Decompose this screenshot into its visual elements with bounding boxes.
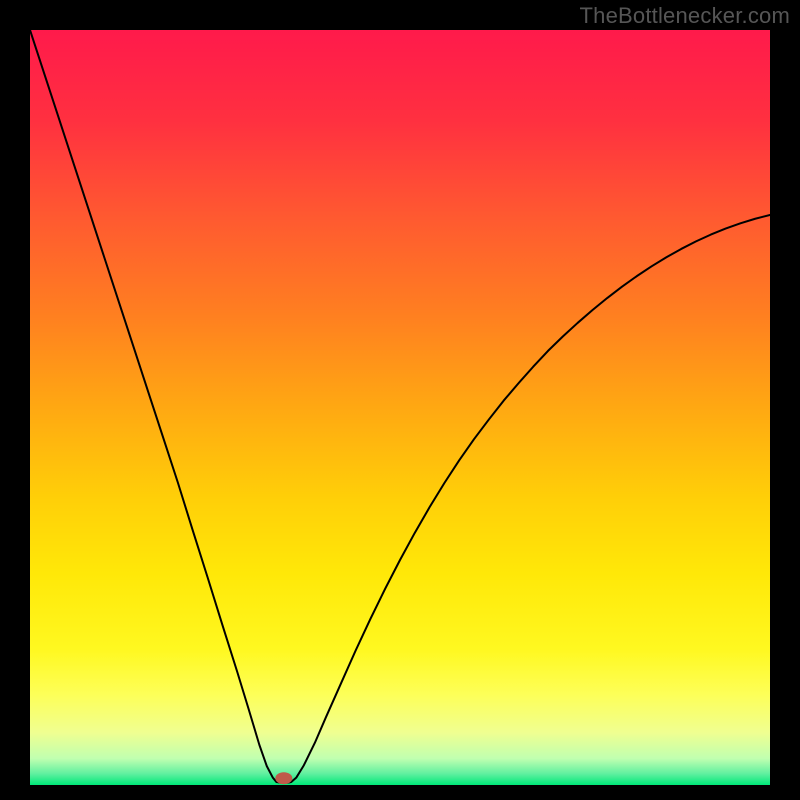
bottleneck-chart-svg bbox=[30, 30, 770, 785]
optimal-point-marker bbox=[275, 772, 292, 784]
gradient-background bbox=[30, 30, 770, 785]
chart-outer: TheBottlenecker.com bbox=[0, 0, 800, 800]
plot-area bbox=[30, 30, 770, 785]
watermark-text: TheBottlenecker.com bbox=[580, 3, 790, 29]
